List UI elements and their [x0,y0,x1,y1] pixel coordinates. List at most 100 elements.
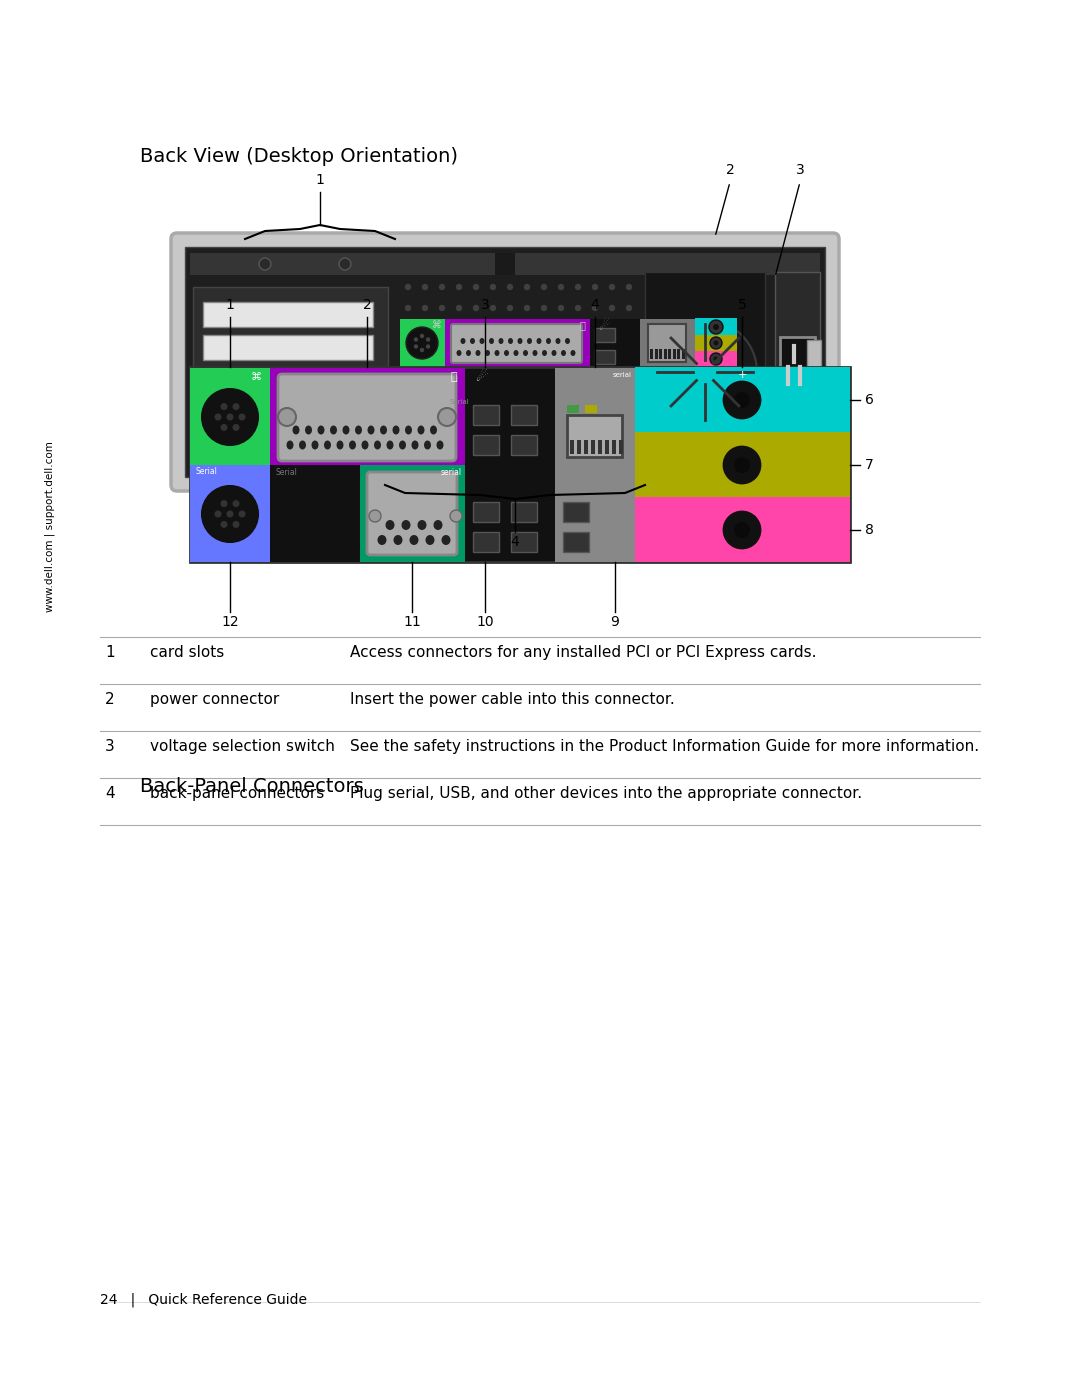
Bar [400,319,445,367]
Circle shape [558,327,564,331]
Text: 7: 7 [865,458,874,472]
Circle shape [576,411,581,415]
Ellipse shape [555,338,561,344]
Ellipse shape [546,338,551,344]
Bar [555,465,635,562]
Circle shape [215,414,221,420]
Circle shape [457,432,461,436]
Bar [648,393,670,409]
Text: serial: serial [441,468,462,476]
Circle shape [405,369,410,373]
Circle shape [541,306,546,310]
Text: 3: 3 [796,163,805,177]
Text: 1: 1 [226,298,234,312]
Text: Back-Panel Connectors: Back-Panel Connectors [140,777,364,796]
Circle shape [232,423,240,430]
Circle shape [714,341,718,345]
Circle shape [457,411,461,415]
Circle shape [696,362,715,381]
Ellipse shape [561,351,566,356]
Bar [669,349,671,359]
Bar [635,432,850,497]
Bar [193,286,388,467]
Circle shape [414,344,418,349]
Ellipse shape [579,395,585,404]
Circle shape [710,337,723,349]
Ellipse shape [570,351,576,356]
Circle shape [440,348,445,352]
Circle shape [232,521,240,528]
Bar [645,272,765,472]
Bar [567,415,622,457]
Bar [400,367,445,415]
Circle shape [426,393,430,397]
Circle shape [576,285,581,289]
Circle shape [558,453,564,457]
Bar [612,440,616,454]
Circle shape [405,411,410,415]
Circle shape [576,453,581,457]
Bar [270,367,465,465]
Text: voltage selection switch: voltage selection switch [150,739,335,754]
Circle shape [239,414,245,420]
Circle shape [278,408,296,426]
Bar [577,440,581,454]
Bar [780,337,815,393]
Text: 9: 9 [610,615,620,629]
Circle shape [473,285,478,289]
FancyBboxPatch shape [451,324,582,363]
Bar [585,405,597,414]
Ellipse shape [571,383,579,391]
Circle shape [626,327,632,331]
Bar [640,373,662,388]
Bar [445,319,590,367]
Circle shape [405,306,410,310]
Circle shape [702,377,730,405]
Text: ⎙: ⎙ [450,372,457,381]
Bar [203,302,373,327]
Circle shape [259,258,271,270]
Bar [648,372,670,387]
Bar [555,367,635,465]
Bar [635,497,850,562]
Bar [654,349,658,359]
Text: 2: 2 [105,692,114,707]
Circle shape [220,423,228,430]
Ellipse shape [499,338,503,344]
Text: card slots: card slots [150,645,225,659]
Text: 1: 1 [315,173,324,187]
Bar [511,405,537,425]
Circle shape [576,432,581,436]
Circle shape [525,306,529,310]
Bar [595,351,615,365]
Ellipse shape [457,351,461,356]
Circle shape [593,453,597,457]
Ellipse shape [418,426,424,434]
Circle shape [232,500,240,507]
Ellipse shape [337,440,343,450]
Circle shape [422,390,428,394]
Circle shape [490,390,496,394]
Bar [190,367,850,562]
Ellipse shape [537,338,541,344]
Circle shape [420,334,424,338]
Bar [563,502,589,522]
Circle shape [422,432,428,436]
Bar [270,465,360,562]
Circle shape [227,414,233,420]
Circle shape [541,390,546,394]
Text: www.dell.com | support.dell.com: www.dell.com | support.dell.com [44,441,55,612]
Circle shape [525,411,529,415]
Ellipse shape [523,351,528,356]
Circle shape [405,327,410,331]
Text: 2: 2 [363,298,372,312]
Circle shape [220,500,228,507]
FancyBboxPatch shape [171,233,839,490]
Circle shape [438,408,456,426]
Circle shape [576,306,581,310]
Circle shape [440,432,445,436]
Circle shape [653,320,757,425]
Circle shape [626,369,632,373]
Circle shape [714,356,718,362]
Circle shape [414,337,418,342]
